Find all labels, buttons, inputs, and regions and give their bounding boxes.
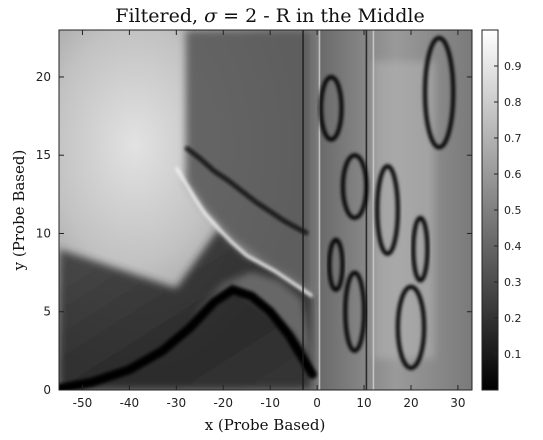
y-tick-label: 5 bbox=[43, 305, 51, 319]
colorbar-tick-label: 0.4 bbox=[504, 240, 522, 253]
contour bbox=[340, 153, 369, 220]
x-axis-label: x (Probe Based) bbox=[205, 416, 326, 434]
colorbar-tick-label: 0.8 bbox=[504, 96, 522, 109]
colorbar-tick-label: 0.6 bbox=[504, 168, 522, 181]
x-tick-label: 30 bbox=[450, 396, 465, 410]
y-axis: 0 5 10 15 20 bbox=[36, 70, 472, 397]
plot-frame bbox=[58, 29, 473, 391]
dark-band-upper bbox=[184, 145, 309, 236]
region-left-lower bbox=[59, 228, 313, 390]
x-axis: -50 -40 -30 -20 -10 0 10 20 30 bbox=[73, 30, 466, 410]
contour bbox=[423, 35, 456, 150]
x-tick-label: -10 bbox=[260, 396, 280, 410]
contour bbox=[395, 284, 427, 371]
colorbar-tick-label: 0.5 bbox=[504, 204, 522, 217]
bright-ridge bbox=[175, 166, 314, 298]
x-tick-label: -50 bbox=[73, 396, 93, 410]
colorbar-tick-label: 0.1 bbox=[504, 348, 522, 361]
dark-band-lower bbox=[59, 284, 317, 390]
x-tick-label: -30 bbox=[167, 396, 187, 410]
y-tick-label: 10 bbox=[36, 226, 51, 240]
contour bbox=[343, 270, 367, 353]
x-tick-label: 10 bbox=[356, 396, 371, 410]
y-tick-label: 15 bbox=[36, 148, 51, 162]
colorbar-tick-label: 0.7 bbox=[504, 132, 522, 145]
contour bbox=[375, 164, 400, 256]
chart-title: Filtered, σ = 2 - R in the Middle bbox=[115, 5, 424, 27]
y-tick-label: 0 bbox=[43, 383, 51, 397]
colorbar-tick-label: 0.9 bbox=[504, 60, 522, 73]
x-tick-label: -40 bbox=[120, 396, 140, 410]
colorbar-tick-label: 0.2 bbox=[504, 312, 522, 325]
colorbar: 0.1 0.2 0.3 0.4 0.5 0.6 0.7 0.8 0.9 bbox=[481, 29, 522, 391]
heatmap bbox=[59, 30, 472, 390]
contour bbox=[318, 74, 344, 142]
contour bbox=[327, 237, 345, 292]
x-tick-label: 0 bbox=[313, 396, 321, 410]
y-axis-label: y (Probe Based) bbox=[10, 150, 28, 272]
x-tick-label: 20 bbox=[403, 396, 418, 410]
y-tick-label: 20 bbox=[36, 70, 51, 84]
contour bbox=[411, 215, 430, 283]
colorbar-tick-label: 0.3 bbox=[504, 276, 522, 289]
region-upper-middle bbox=[185, 30, 313, 293]
x-tick-label: -20 bbox=[213, 396, 233, 410]
